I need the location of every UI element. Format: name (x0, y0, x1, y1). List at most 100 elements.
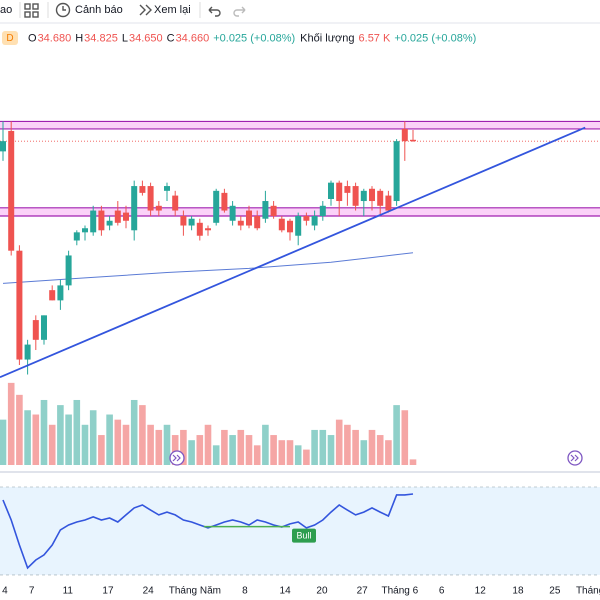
volume-bar (270, 435, 277, 465)
volume-bar (376, 435, 384, 465)
plot: Bull 4 7 11 17 24 Tháng Năm 8 14 20 27 Tháng 6 6 12 18… (0, 120, 600, 597)
replay-button[interactable]: Xem lại (154, 4, 191, 16)
candle-body (164, 186, 170, 191)
volume-bar (24, 410, 31, 465)
candle-body (221, 192, 228, 211)
volume-bar (204, 424, 212, 465)
zone (0, 121, 600, 129)
volume-bar (212, 445, 220, 465)
candle-body (49, 290, 56, 301)
volume-bar (48, 424, 56, 465)
candle-body (352, 186, 359, 206)
volume-bar (188, 440, 195, 465)
candle-body (82, 228, 88, 233)
scroll-button[interactable] (567, 450, 583, 466)
candle-body (377, 190, 384, 206)
legend-text: 6.57 K (359, 32, 391, 44)
interval: D (6, 33, 13, 44)
legend-text: H (75, 32, 83, 44)
volume-bar (303, 449, 310, 465)
volume-bar (368, 429, 376, 465)
volume-bar (196, 435, 204, 465)
candle-body (57, 285, 64, 301)
candle-body (319, 205, 326, 216)
volume-bar (89, 410, 97, 465)
candle-body (16, 250, 23, 360)
x-tick-label: 11 (63, 586, 74, 597)
legend-text: 34.660 (176, 32, 210, 44)
interval-badge (2, 31, 18, 45)
volume-bar (65, 414, 72, 465)
candle-body (393, 141, 400, 202)
legend-text: 34.825 (84, 32, 118, 44)
candle-body (229, 205, 236, 221)
volume-bar (114, 419, 122, 465)
tab-label[interactable]: ao (0, 4, 12, 16)
redo-icon[interactable] (233, 6, 246, 17)
candle-body (32, 320, 39, 340)
volume-bar (253, 445, 261, 465)
candle-body (237, 220, 244, 226)
x-tick-label: 17 (102, 586, 114, 597)
volume-bar (352, 429, 359, 465)
candle-body (196, 222, 203, 236)
candle-body (155, 205, 162, 211)
alert-icon[interactable] (55, 2, 71, 18)
volume-bar (155, 429, 163, 465)
candle-body (270, 205, 277, 216)
volume-bar (393, 405, 400, 465)
x-tick-label: 12 (475, 586, 487, 597)
zone (0, 207, 600, 216)
replay-icon[interactable] (139, 4, 152, 16)
volume-bar (130, 399, 138, 465)
x-tick-label: 4 (2, 586, 8, 597)
legend-text: L (122, 32, 128, 44)
candle-body (401, 128, 408, 142)
candle-body (41, 315, 47, 340)
volume-bar (32, 414, 40, 465)
x-tick-label: 8 (242, 586, 248, 597)
volume-bar (57, 405, 64, 465)
legend-text: C (167, 32, 175, 44)
undo-icon[interactable] (208, 6, 221, 17)
x-tick-label: Tháng Năm (169, 586, 221, 597)
candle-body (65, 255, 72, 286)
volume-bar (327, 435, 335, 465)
x-tick-label: 24 (143, 586, 155, 597)
volume-bar (106, 414, 113, 465)
candle-body (246, 210, 252, 226)
x-tick-label: Tháng 6 (382, 586, 419, 597)
candle-body (98, 210, 105, 231)
candle-body (114, 210, 121, 223)
x-tick-label: 18 (512, 586, 524, 597)
candle-body (205, 228, 211, 231)
signal-badge (292, 528, 316, 543)
candle-body (8, 130, 15, 251)
candle-body (336, 182, 343, 202)
candle-body (90, 210, 97, 233)
legend-text: +0.025 (+0.08%) (213, 32, 295, 44)
candle-body (139, 186, 146, 193)
candle-body (369, 188, 375, 202)
alert-button[interactable]: Cảnh báo (75, 4, 123, 16)
volume-bar (401, 410, 409, 465)
candle-body (24, 344, 31, 360)
scroll-button[interactable] (169, 450, 185, 466)
candle-body (344, 186, 351, 193)
x-tick-label: 6 (439, 586, 445, 597)
volume-bar (245, 435, 253, 465)
candle-body (385, 195, 392, 211)
candle-body (73, 232, 80, 241)
layout-icon[interactable] (24, 3, 39, 18)
legend-text: 34.680 (38, 32, 72, 44)
candle-body (131, 186, 138, 231)
candle-body (180, 216, 187, 226)
x-tick-label: 14 (280, 586, 292, 597)
volume-bar (360, 440, 368, 465)
legend-text: O (28, 32, 37, 44)
volume-bar (319, 429, 327, 465)
candle-body (295, 216, 302, 236)
candle-body (287, 220, 293, 233)
volume-bar (171, 435, 179, 465)
